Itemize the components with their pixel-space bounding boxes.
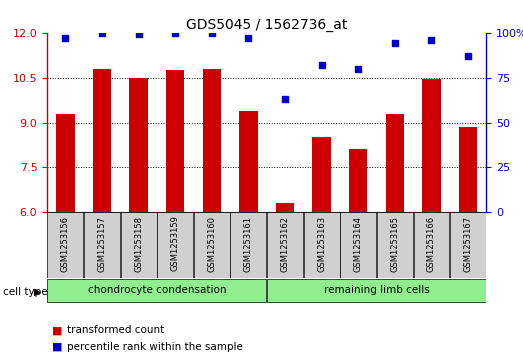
Bar [377,212,413,278]
Text: chondrocyte condensation: chondrocyte condensation [88,285,226,295]
Point [208,30,216,36]
Text: GSM1253165: GSM1253165 [390,216,400,272]
Bar [231,212,266,278]
Text: GSM1253158: GSM1253158 [134,216,143,272]
Point [171,30,179,36]
Point [464,53,472,59]
Point [281,96,289,102]
Text: GSM1253164: GSM1253164 [354,216,363,272]
Bar [129,78,147,212]
Text: GSM1253162: GSM1253162 [280,216,290,272]
Bar [48,212,83,278]
Point [61,35,70,41]
Bar [56,114,74,212]
Text: remaining limb cells: remaining limb cells [324,285,429,295]
Bar [93,69,111,212]
Bar [166,70,185,212]
Text: GSM1253157: GSM1253157 [97,216,107,272]
Bar [385,114,404,212]
Text: ■: ■ [52,342,63,352]
Bar [349,150,367,212]
Bar [240,110,257,212]
Bar [194,212,230,278]
Text: GSM1253161: GSM1253161 [244,216,253,272]
Text: GSM1253160: GSM1253160 [207,216,217,272]
Bar [276,203,294,212]
Text: GSM1253163: GSM1253163 [317,216,326,272]
Text: percentile rank within the sample: percentile rank within the sample [67,342,243,352]
Point [391,41,399,46]
Text: ■: ■ [52,325,63,335]
Bar [84,212,120,278]
Bar [340,212,376,278]
Bar [267,212,303,278]
Point [427,37,436,43]
Point [244,35,253,41]
Bar [267,279,486,302]
Point [354,66,362,72]
Point [134,32,143,37]
Bar [459,127,477,212]
Title: GDS5045 / 1562736_at: GDS5045 / 1562736_at [186,18,347,32]
Text: GSM1253159: GSM1253159 [170,216,180,272]
Bar [48,279,266,302]
Text: GSM1253166: GSM1253166 [427,216,436,272]
Point [98,30,106,36]
Bar [313,138,331,212]
Bar [202,69,221,212]
Bar [414,212,449,278]
Bar [423,79,440,212]
Bar [157,212,193,278]
Bar [121,212,156,278]
Text: transformed count: transformed count [67,325,164,335]
Point [317,62,326,68]
Bar [304,212,339,278]
Text: cell type: cell type [3,287,47,297]
Text: GSM1253156: GSM1253156 [61,216,70,272]
Bar [450,212,486,278]
Text: GSM1253167: GSM1253167 [463,216,473,272]
Text: ▶: ▶ [34,287,41,297]
